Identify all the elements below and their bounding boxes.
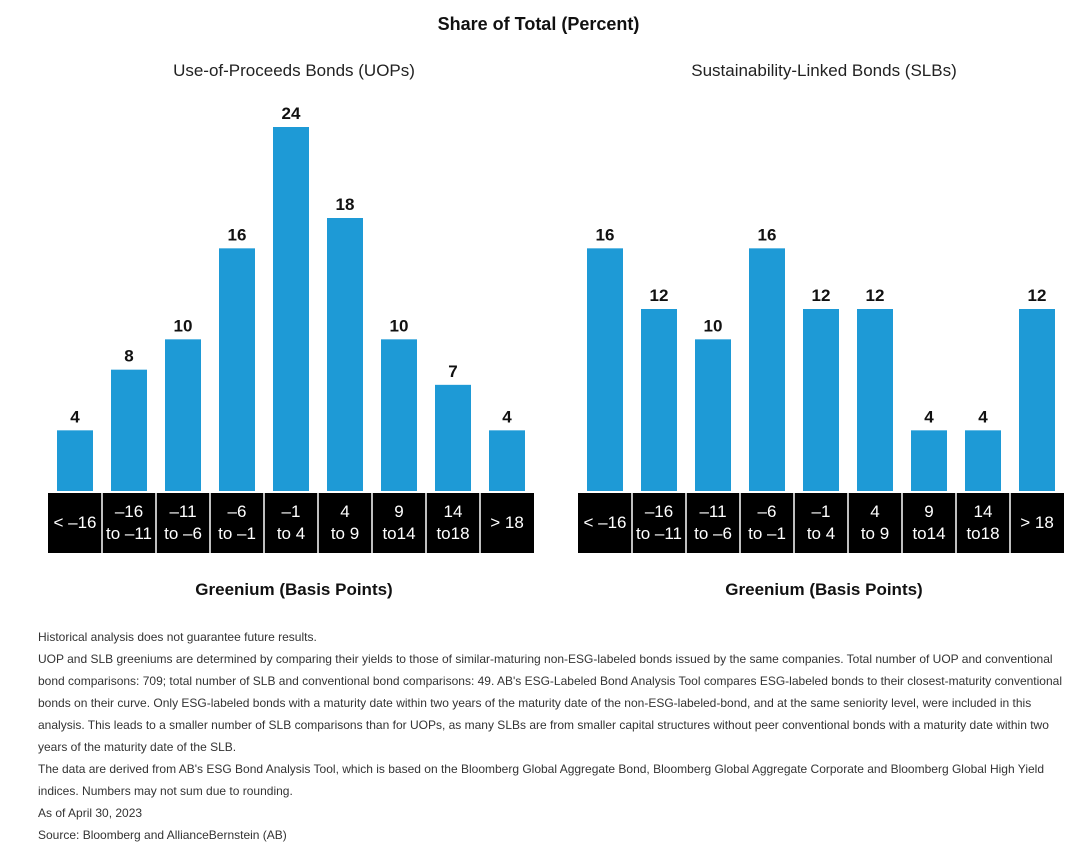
uop-bar-1 bbox=[111, 369, 147, 491]
uop-category-label-4: –1 to 4 bbox=[277, 502, 305, 543]
data-source-note: The data are derived from AB's ESG Bond … bbox=[38, 762, 1045, 798]
slb-category-label-2: –11 to –6 bbox=[694, 502, 732, 543]
uop-bar-6 bbox=[381, 339, 417, 491]
uop-value-label-6: 10 bbox=[390, 316, 409, 335]
slb-bar-chart: 16 < –16 12 –16 to –11 10 –11 to –6 16 –6 to –1 12 –… bbox=[578, 225, 1064, 553]
uop-value-label-5: 18 bbox=[336, 195, 355, 214]
uop-value-label-3: 16 bbox=[228, 225, 247, 244]
uop-bar-4 bbox=[273, 127, 309, 491]
uop-bar-0 bbox=[57, 430, 93, 491]
uop-category-label-2: –11 to –6 bbox=[164, 502, 202, 543]
uop-category-label-0: < –16 bbox=[53, 513, 96, 532]
uop-category-label-8: > 18 bbox=[490, 513, 524, 532]
uop-value-label-0: 4 bbox=[70, 407, 80, 426]
uop-category-label-7: 14 to18 bbox=[436, 502, 469, 543]
uop-value-label-7: 7 bbox=[448, 362, 457, 381]
slb-bar-7 bbox=[965, 430, 1001, 491]
slb-value-label-0: 16 bbox=[596, 225, 615, 244]
as-of-date: As of April 30, 2023 bbox=[38, 806, 143, 820]
uop-x-axis-title: Greenium (Basis Points) bbox=[195, 580, 393, 599]
uop-value-label-1: 8 bbox=[124, 347, 133, 366]
uop-bar-chart: 4 < –16 8 –16 to –11 10 –11 to –6 16 –6 to –1 24 –1 t… bbox=[48, 104, 534, 553]
uop-category-band bbox=[48, 493, 534, 553]
uop-category-label-1: –16 to –11 bbox=[106, 502, 152, 543]
uop-chart-panel: Use-of-Proceeds Bonds (UOPs) 4 < –16 8 –16 t… bbox=[44, 55, 544, 615]
disclaimer-note: Historical analysis does not guarantee f… bbox=[38, 630, 317, 644]
slb-value-label-2: 10 bbox=[704, 316, 723, 335]
uop-bar-7 bbox=[435, 384, 471, 491]
uop-value-label-4: 24 bbox=[282, 104, 301, 123]
slb-bar-0 bbox=[587, 248, 623, 491]
slb-chart-panel: Sustainability-Linked Bonds (SLBs) 16 < –… bbox=[574, 55, 1074, 615]
slb-category-label-3: –6 to –1 bbox=[748, 502, 786, 543]
slb-bar-2 bbox=[695, 339, 731, 491]
slb-category-label-7: 14 to18 bbox=[966, 502, 999, 543]
slb-value-label-8: 12 bbox=[1028, 286, 1047, 305]
slb-category-band bbox=[578, 493, 1064, 553]
methodology-note: UOP and SLB greeniums are determined by … bbox=[38, 652, 1062, 754]
slb-bar-8 bbox=[1019, 309, 1055, 491]
slb-bar-4 bbox=[803, 309, 839, 491]
slb-chart-title: Sustainability-Linked Bonds (SLBs) bbox=[691, 61, 957, 80]
uop-bar-2 bbox=[165, 339, 201, 491]
slb-bar-1 bbox=[641, 309, 677, 491]
uop-chart-title: Use-of-Proceeds Bonds (UOPs) bbox=[173, 61, 415, 80]
uop-bar-3 bbox=[219, 248, 255, 491]
slb-category-label-4: –1 to 4 bbox=[807, 502, 835, 543]
uop-category-label-5: 4 to 9 bbox=[331, 502, 359, 543]
slb-bar-3 bbox=[749, 248, 785, 491]
slb-value-label-4: 12 bbox=[812, 286, 831, 305]
slb-value-label-6: 4 bbox=[924, 407, 934, 426]
slb-value-label-3: 16 bbox=[758, 225, 777, 244]
slb-value-label-1: 12 bbox=[650, 286, 669, 305]
chart-notes: Historical analysis does not guarantee f… bbox=[38, 626, 1068, 846]
slb-category-label-6: 9 to14 bbox=[912, 502, 945, 543]
uop-bar-8 bbox=[489, 430, 525, 491]
slb-value-label-7: 4 bbox=[978, 407, 988, 426]
uop-value-label-2: 10 bbox=[174, 316, 193, 335]
slb-category-label-5: 4 to 9 bbox=[861, 502, 889, 543]
uop-category-label-6: 9 to14 bbox=[382, 502, 415, 543]
slb-category-label-1: –16 to –11 bbox=[636, 502, 682, 543]
slb-category-label-8: > 18 bbox=[1020, 513, 1054, 532]
slb-bar-5 bbox=[857, 309, 893, 491]
slb-x-axis-title: Greenium (Basis Points) bbox=[725, 580, 923, 599]
slb-value-label-5: 12 bbox=[866, 286, 885, 305]
uop-value-label-8: 4 bbox=[502, 407, 512, 426]
chart-main-title: Share of Total (Percent) bbox=[437, 14, 640, 34]
slb-bar-6 bbox=[911, 430, 947, 491]
slb-category-label-0: < –16 bbox=[583, 513, 626, 532]
uop-bar-5 bbox=[327, 218, 363, 491]
uop-category-label-3: –6 to –1 bbox=[218, 502, 256, 543]
source-note: Source: Bloomberg and AllianceBernstein … bbox=[38, 828, 287, 842]
